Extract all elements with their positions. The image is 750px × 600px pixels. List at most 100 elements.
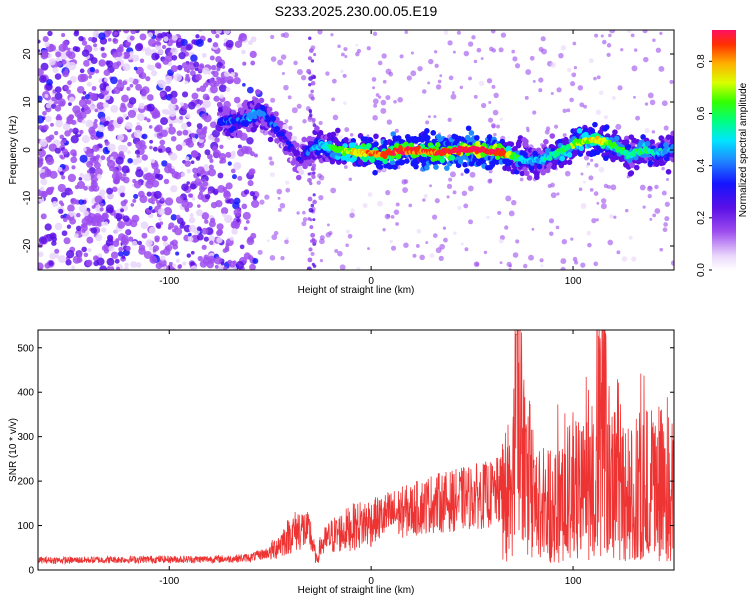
heatmap-cell xyxy=(45,156,55,166)
heatmap-cell xyxy=(161,160,168,167)
heatmap-cell xyxy=(188,193,193,198)
heatmap-cell xyxy=(138,102,145,110)
heatmap-cell xyxy=(233,208,242,217)
heatmap-cell xyxy=(591,218,597,224)
heatmap-cell xyxy=(81,229,86,233)
heatmap-cell xyxy=(123,30,130,34)
y-tick-label: 20 xyxy=(22,48,33,60)
heatmap-cell xyxy=(157,48,164,55)
heatmap-cell xyxy=(50,122,54,127)
heatmap-cell xyxy=(340,146,345,151)
heatmap-cell xyxy=(49,170,58,179)
heatmap-cell xyxy=(215,200,223,208)
heatmap-cell xyxy=(652,38,656,42)
heatmap-cell xyxy=(170,214,178,221)
heatmap-cell xyxy=(154,237,160,243)
heatmap-cell xyxy=(143,251,152,259)
heatmap-cell xyxy=(560,266,566,270)
heatmap-cell xyxy=(560,45,567,51)
heatmap-cell xyxy=(242,61,247,66)
heatmap-cell xyxy=(535,147,542,154)
heatmap-cell xyxy=(184,76,191,82)
heatmap-cell xyxy=(382,228,386,232)
heatmap-cell xyxy=(372,169,378,176)
heatmap-cell xyxy=(310,96,315,101)
heatmap-cell xyxy=(86,99,92,105)
heatmap-cell xyxy=(491,124,496,129)
heatmap-cell xyxy=(135,141,143,149)
heatmap-cell xyxy=(438,255,444,261)
heatmap-cell xyxy=(125,121,133,130)
heatmap-cell xyxy=(209,55,215,61)
heatmap-cell xyxy=(227,161,232,166)
heatmap-cell xyxy=(340,52,345,57)
heatmap-cell xyxy=(183,66,190,73)
heatmap-cell xyxy=(279,202,286,209)
heatmap-cell xyxy=(54,86,62,93)
heatmap-cell xyxy=(90,227,98,234)
heatmap-cell xyxy=(373,103,378,108)
heatmap-cell xyxy=(302,217,308,222)
y-tick-label: 100 xyxy=(17,521,34,532)
heatmap-cell xyxy=(171,54,178,61)
heatmap-cell xyxy=(266,239,270,243)
heatmap-cell xyxy=(115,156,124,165)
heatmap-cell xyxy=(127,150,131,155)
heatmap-cell xyxy=(158,258,167,268)
heatmap-cell xyxy=(170,47,178,56)
heatmap-cell xyxy=(101,52,107,59)
heatmap-cell xyxy=(295,151,301,156)
heatmap-cell xyxy=(380,107,387,114)
heatmap-cell xyxy=(190,261,195,267)
heatmap-cell xyxy=(58,208,64,214)
heatmap-cell xyxy=(451,91,455,94)
heatmap-cell xyxy=(195,34,200,39)
heatmap-cell xyxy=(598,166,605,173)
heatmap-cell xyxy=(105,116,111,121)
heatmap-cell xyxy=(66,214,71,220)
heatmap-cell xyxy=(175,251,180,256)
y-tick-label: 10 xyxy=(22,96,33,108)
heatmap-cell xyxy=(116,266,120,270)
heatmap-cell xyxy=(52,67,59,74)
heatmap-cell xyxy=(230,125,237,132)
snr-panel: -100 0 100 0 100 200 300 400 500 Height of stra… xyxy=(8,329,675,596)
heatmap-cell xyxy=(496,124,500,129)
heatmap-cell xyxy=(185,44,192,51)
heatmap-cell xyxy=(96,173,102,180)
heatmap-cell xyxy=(594,163,599,168)
heatmap-cell xyxy=(490,30,496,34)
heatmap-cell xyxy=(58,200,64,205)
heatmap-cell xyxy=(298,169,305,176)
heatmap-cell xyxy=(60,192,67,198)
heatmap-cell xyxy=(61,230,68,237)
heatmap-cell xyxy=(212,42,219,48)
heatmap-cell xyxy=(160,197,165,202)
heatmap-cell xyxy=(136,154,141,159)
heatmap-cell xyxy=(83,252,89,258)
heatmap-cell xyxy=(285,236,289,240)
heatmap-cell xyxy=(39,172,47,179)
heatmap-cell xyxy=(38,49,41,53)
heatmap-cell xyxy=(457,205,462,211)
heatmap-cell xyxy=(38,156,44,164)
heatmap-cell xyxy=(167,51,173,57)
heatmap-cell xyxy=(309,181,313,186)
heatmap-cell xyxy=(373,133,379,140)
heatmap-cell xyxy=(471,35,476,40)
heatmap-cell xyxy=(578,187,583,192)
heatmap-cell xyxy=(579,102,585,108)
heatmap-cell xyxy=(164,245,170,251)
heatmap-cell xyxy=(112,177,121,185)
heatmap-cell xyxy=(308,83,312,87)
y-tick-label: -10 xyxy=(22,190,33,205)
heatmap-cell xyxy=(117,187,123,194)
heatmap-cell xyxy=(425,120,430,125)
heatmap-cell xyxy=(600,34,604,38)
heatmap-cell xyxy=(540,264,544,268)
heatmap-cell xyxy=(70,197,78,205)
heatmap-cell xyxy=(402,187,409,193)
heatmap-cell xyxy=(61,33,66,38)
heatmap-cell xyxy=(112,38,119,44)
heatmap-cell xyxy=(160,117,168,126)
